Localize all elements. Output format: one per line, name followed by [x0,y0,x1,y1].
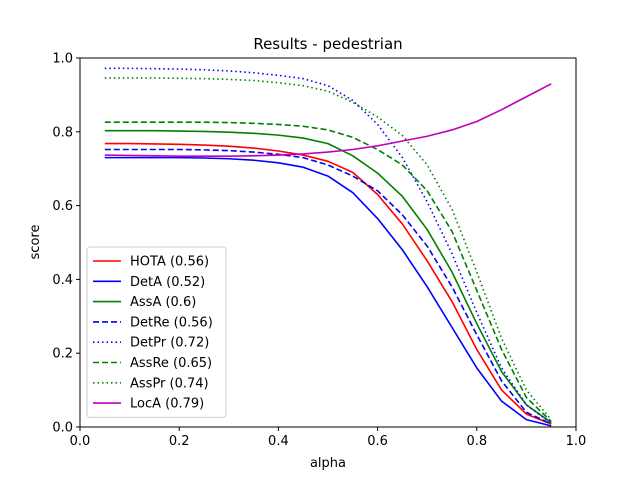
x-tick-label: 0.6 [367,434,388,449]
legend-label: HOTA (0.56) [130,255,209,270]
legend-label: DetRe (0.56) [130,315,213,330]
y-axis-label: score [28,225,43,260]
x-axis: 0.0 0.2 0.4 0.6 0.8 1.0 [70,427,587,449]
plot-frame [79,57,577,428]
y-tick-label: 0.4 [52,273,73,288]
series-line-7 [104,83,552,157]
y-tick-label: 0.6 [52,199,73,214]
legend-label: LocA (0.79) [130,397,204,412]
series-line-0 [104,142,552,425]
series-line-1 [104,156,552,427]
y-tick-label: 1.0 [52,52,73,67]
legend-label: DetPr (0.72) [130,336,209,351]
series-line-2 [104,129,552,424]
series-line-3 [104,148,552,425]
legend-label: AssPr (0.74) [130,376,209,391]
plot-lines [104,67,552,427]
legend-label: AssRe (0.65) [130,356,212,371]
x-tick-label: 1.0 [566,434,587,449]
y-axis: 0.0 0.2 0.4 0.6 0.8 1.0 [52,52,80,436]
legend-label: DetA (0.52) [130,275,205,290]
y-tick-label: 0.0 [52,421,73,436]
legend-label: AssA (0.6) [130,295,196,310]
legend: HOTA (0.56) DetA (0.52) AssA (0.6) DetRe (0… [86,246,227,418]
x-axis-label: alpha [310,456,346,471]
x-tick-label: 0.8 [466,434,487,449]
legend-box [86,246,227,418]
series-line-5 [104,121,552,423]
x-tick-label: 0.0 [70,434,91,449]
y-tick-label: 0.2 [52,347,73,362]
x-tick-label: 0.2 [169,434,190,449]
chart-title: Results - pedestrian [253,35,402,53]
x-tick-label: 0.4 [268,434,289,449]
y-tick-label: 0.8 [52,125,73,140]
